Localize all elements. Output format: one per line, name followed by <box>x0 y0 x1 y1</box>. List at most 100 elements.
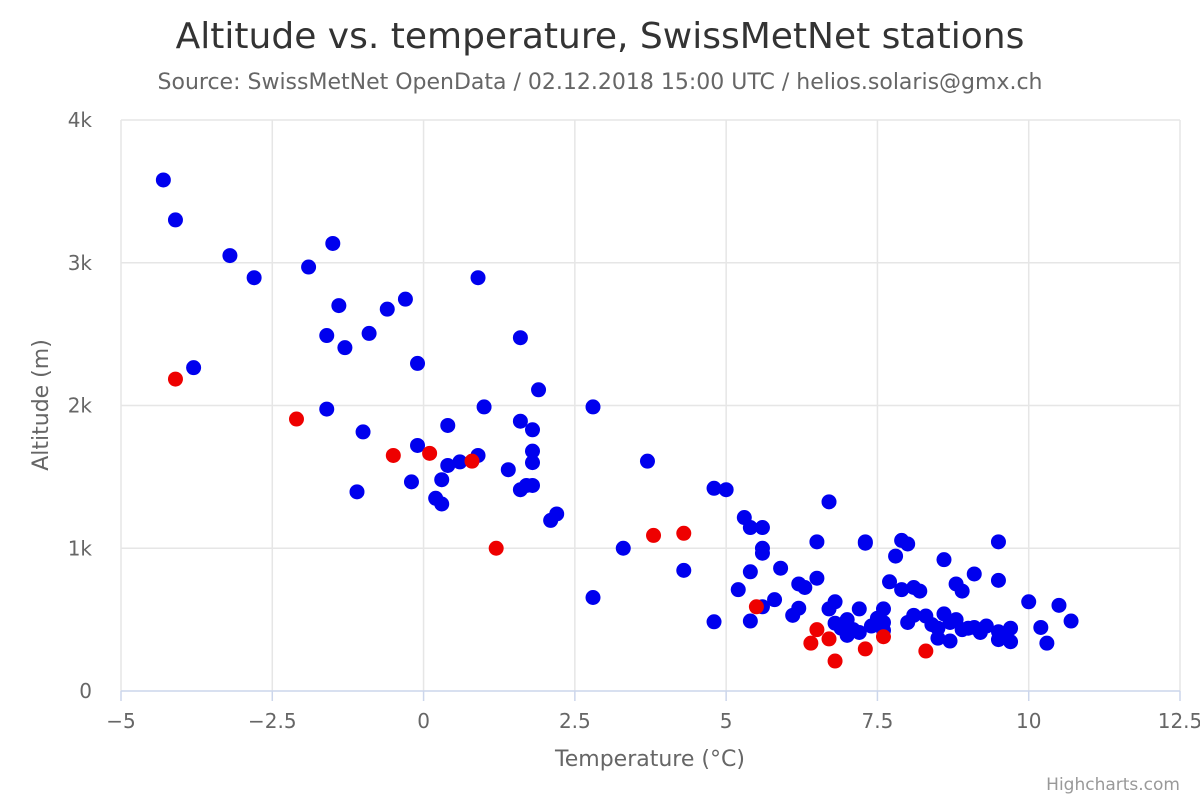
data-point[interactable] <box>422 445 438 461</box>
x-tick-label: 5 <box>720 709 733 733</box>
data-point[interactable] <box>1021 594 1037 610</box>
data-point[interactable] <box>512 413 528 429</box>
data-point[interactable] <box>464 453 480 469</box>
data-point[interactable] <box>942 633 958 649</box>
data-point[interactable] <box>337 340 353 356</box>
data-point[interactable] <box>857 535 873 551</box>
data-point[interactable] <box>500 462 516 478</box>
data-point[interactable] <box>397 291 413 307</box>
data-point[interactable] <box>403 474 419 490</box>
data-point[interactable] <box>524 455 540 471</box>
data-point[interactable] <box>730 582 746 598</box>
data-point[interactable] <box>319 401 335 417</box>
data-point[interactable] <box>906 607 922 623</box>
data-point[interactable] <box>355 424 371 440</box>
data-point[interactable] <box>410 437 426 453</box>
data-point[interactable] <box>476 399 492 415</box>
data-point[interactable] <box>882 574 898 590</box>
data-point[interactable] <box>385 447 401 463</box>
data-point[interactable] <box>524 422 540 438</box>
data-point[interactable] <box>706 480 722 496</box>
data-point[interactable] <box>512 330 528 346</box>
data-point[interactable] <box>434 496 450 512</box>
data-point[interactable] <box>301 259 317 275</box>
data-point[interactable] <box>524 443 540 459</box>
data-point[interactable] <box>875 629 891 645</box>
data-point[interactable] <box>851 601 867 617</box>
data-point[interactable] <box>803 635 819 651</box>
data-point[interactable] <box>440 457 456 473</box>
data-point[interactable] <box>821 631 837 647</box>
data-point[interactable] <box>748 599 764 615</box>
data-point[interactable] <box>809 534 825 550</box>
data-point[interactable] <box>857 641 873 657</box>
data-point[interactable] <box>875 601 891 617</box>
data-point[interactable] <box>1051 597 1067 613</box>
data-point[interactable] <box>288 411 304 427</box>
data-point[interactable] <box>167 212 183 228</box>
credits-link[interactable]: Highcharts.com <box>1046 775 1180 795</box>
data-point[interactable] <box>186 360 202 376</box>
data-point[interactable] <box>754 545 770 561</box>
data-point[interactable] <box>990 572 1006 588</box>
data-point[interactable] <box>827 594 843 610</box>
data-point[interactable] <box>167 371 183 387</box>
data-point[interactable] <box>978 618 994 634</box>
data-point[interactable] <box>894 582 910 598</box>
data-point[interactable] <box>821 494 837 510</box>
data-point[interactable] <box>585 399 601 415</box>
data-point[interactable] <box>440 417 456 433</box>
data-point[interactable] <box>434 472 450 488</box>
data-point[interactable] <box>742 613 758 629</box>
data-point[interactable] <box>851 624 867 640</box>
data-point[interactable] <box>331 298 347 314</box>
data-point[interactable] <box>888 548 904 564</box>
data-point[interactable] <box>639 453 655 469</box>
data-point[interactable] <box>1003 620 1019 636</box>
data-point[interactable] <box>706 614 722 630</box>
data-point[interactable] <box>155 172 171 188</box>
data-point[interactable] <box>930 630 946 646</box>
data-point[interactable] <box>222 248 238 264</box>
data-point[interactable] <box>319 328 335 344</box>
data-point[interactable] <box>1063 613 1079 629</box>
data-point[interactable] <box>797 580 813 596</box>
data-point[interactable] <box>791 600 807 616</box>
data-point[interactable] <box>809 570 825 586</box>
data-point[interactable] <box>524 477 540 493</box>
data-point[interactable] <box>767 592 783 608</box>
data-point[interactable] <box>754 520 770 536</box>
data-point[interactable] <box>325 235 341 251</box>
data-point[interactable] <box>452 454 468 470</box>
data-point[interactable] <box>990 534 1006 550</box>
data-point[interactable] <box>676 562 692 578</box>
data-point[interactable] <box>809 622 825 638</box>
data-point[interactable] <box>827 653 843 669</box>
data-point[interactable] <box>1033 619 1049 635</box>
data-point[interactable] <box>966 566 982 582</box>
data-point[interactable] <box>912 583 928 599</box>
data-point[interactable] <box>349 484 365 500</box>
data-point[interactable] <box>742 520 758 536</box>
data-point[interactable] <box>1003 634 1019 650</box>
data-point[interactable] <box>470 270 486 286</box>
data-point[interactable] <box>379 301 395 317</box>
data-point[interactable] <box>936 552 952 568</box>
data-point[interactable] <box>676 525 692 541</box>
data-point[interactable] <box>954 583 970 599</box>
data-point[interactable] <box>246 270 262 286</box>
data-point[interactable] <box>488 540 504 556</box>
data-point[interactable] <box>549 506 565 522</box>
data-point[interactable] <box>742 564 758 580</box>
data-point[interactable] <box>646 527 662 543</box>
data-point[interactable] <box>900 536 916 552</box>
data-point[interactable] <box>918 643 934 659</box>
data-point[interactable] <box>718 482 734 498</box>
data-point[interactable] <box>531 382 547 398</box>
data-point[interactable] <box>615 540 631 556</box>
data-point[interactable] <box>361 325 377 341</box>
data-point[interactable] <box>410 355 426 371</box>
data-point[interactable] <box>585 589 601 605</box>
data-point[interactable] <box>1039 635 1055 651</box>
data-point[interactable] <box>773 560 789 576</box>
